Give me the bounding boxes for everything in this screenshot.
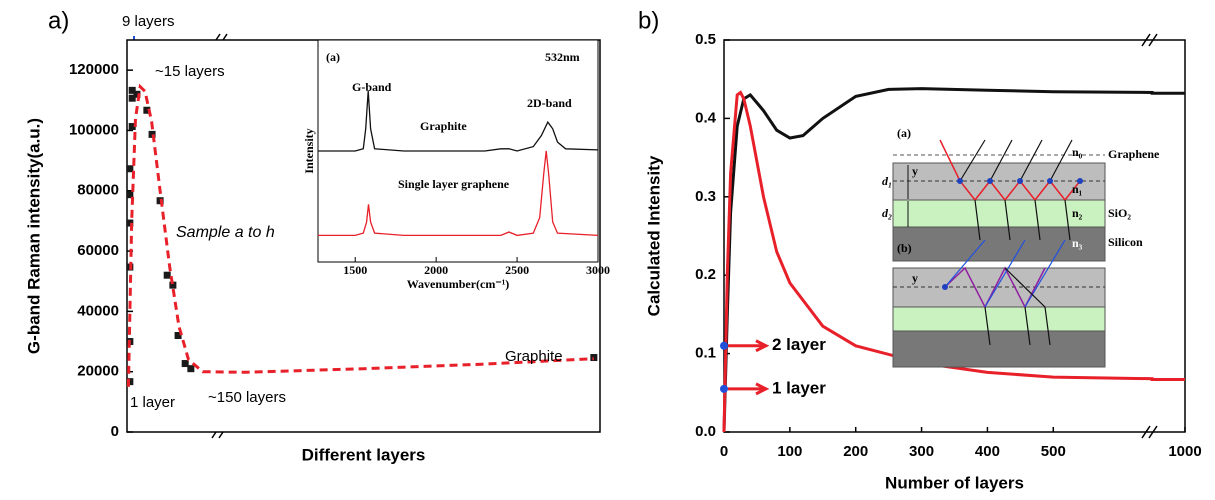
data-point (128, 94, 136, 102)
annotation: ~150 layers (208, 389, 286, 406)
layer-diagram: (a) n₀ Graphene n₁ n₂ SiO₂ n₃ Silicon d₁… (882, 126, 1160, 368)
y-axis-label: G-band Raman intensity(a.u.) (24, 118, 43, 354)
x-tick-label: 1500 (343, 263, 367, 277)
inset-label: d₁ (882, 174, 892, 188)
inset-label: (b) (897, 241, 912, 255)
data-line (722, 90, 1185, 433)
dots (957, 178, 1083, 184)
inset-label: SiO₂ (1108, 206, 1131, 220)
y-tick-label: 120000 (69, 61, 119, 78)
marker-point (720, 384, 728, 393)
x-tick-label: 2500 (505, 263, 529, 277)
data-point (143, 106, 151, 114)
marker-point (720, 341, 728, 350)
x-tick-label: 400 (975, 443, 1000, 460)
y-axis-label: Calculated Intensity (644, 155, 663, 316)
x-tick-label: 300 (909, 443, 934, 460)
x-tick-label: 2000 (424, 263, 448, 277)
dot (942, 284, 948, 290)
rays (944, 239, 1066, 308)
y-tick-label: 80000 (77, 182, 119, 199)
data-point (148, 130, 156, 138)
sio2-layer (892, 306, 1106, 332)
data-point (181, 360, 189, 368)
annotation: 2D-band (527, 96, 572, 110)
x-tick-label: 3000 (586, 263, 610, 277)
y-tick-label: 0.0 (695, 423, 716, 440)
data-point (128, 123, 136, 131)
annotation: ~15 layers (155, 63, 225, 80)
annotation: Graphite (505, 348, 563, 365)
data-point (590, 354, 598, 362)
y-tick-label: 0.4 (695, 109, 717, 126)
data-line (126, 83, 594, 387)
y-axis-label: Intensity (302, 128, 316, 173)
x-tick-label: 0 (720, 443, 728, 460)
marker-label: 1 layer (772, 378, 826, 397)
data-line (318, 91, 599, 152)
marker-arrow (728, 382, 770, 396)
y-tick-label: 20000 (77, 363, 119, 380)
inset-label: d₂ (882, 206, 892, 220)
data-point (163, 271, 171, 279)
silicon-layer (892, 330, 1106, 368)
inset-label: y (912, 271, 918, 285)
y-tick-label: 0.3 (695, 188, 716, 205)
axis-break (1141, 33, 1158, 439)
data-point (169, 281, 177, 289)
ray-path (939, 139, 1081, 202)
data-line (722, 87, 1185, 433)
inset-label: Silicon (1108, 235, 1143, 249)
y-tick-label: 0 (111, 423, 119, 440)
y-tick-label: 0.5 (695, 31, 716, 48)
inset-label: n₂ (1072, 206, 1083, 220)
inset-label: n₁ (1072, 182, 1083, 196)
annotation: Sample a to h (176, 224, 275, 241)
data-point (174, 332, 182, 340)
annotation: Graphite (420, 119, 467, 133)
y-tick-label: 100000 (69, 121, 119, 138)
y-tick-label: 40000 (77, 302, 119, 319)
marker-label: 2 layer (772, 335, 826, 354)
inset-label: Graphene (1108, 147, 1160, 161)
data-line (318, 150, 599, 237)
x-axis-label: Number of layers (885, 473, 1024, 492)
rays (959, 139, 1073, 241)
inset-label: (a) (897, 126, 911, 140)
y-tick-label: 0.2 (695, 266, 716, 283)
data-point (187, 365, 195, 373)
data-point (126, 219, 134, 227)
annotation: 9 layers (122, 13, 175, 30)
x-tick-label: 200 (843, 443, 868, 460)
data-point (126, 191, 134, 199)
decorations-b (1141, 33, 1158, 439)
panel-label: a) (48, 7, 69, 34)
y-tick-label: 0.1 (695, 345, 716, 362)
sio2-layer (892, 199, 1106, 228)
annotation: 532nm (545, 50, 580, 64)
data-point (126, 165, 134, 173)
rays (984, 267, 1051, 346)
inset-label: y (912, 164, 918, 178)
annotation: 1 layer (130, 394, 175, 411)
data-point (128, 86, 136, 94)
annotation: Single layer graphene (398, 177, 510, 191)
x-axis-label: Different layers (302, 445, 426, 464)
inset-title: (a) (326, 50, 340, 64)
data-point (133, 90, 141, 98)
annotation: G-band (352, 80, 392, 94)
x-tick-label: 500 (1041, 443, 1066, 460)
x-tick-label: 100 (777, 443, 802, 460)
x-axis-label: Wavenumber(cm⁻¹) (407, 277, 510, 291)
marker-arrow (728, 339, 770, 353)
inset-label: n₀ (1072, 145, 1083, 159)
y-tick-label: 60000 (77, 242, 119, 259)
inset-label: n₃ (1072, 236, 1083, 250)
x-tick-label: 1000 (1168, 443, 1201, 460)
panel-label: b) (638, 7, 659, 34)
